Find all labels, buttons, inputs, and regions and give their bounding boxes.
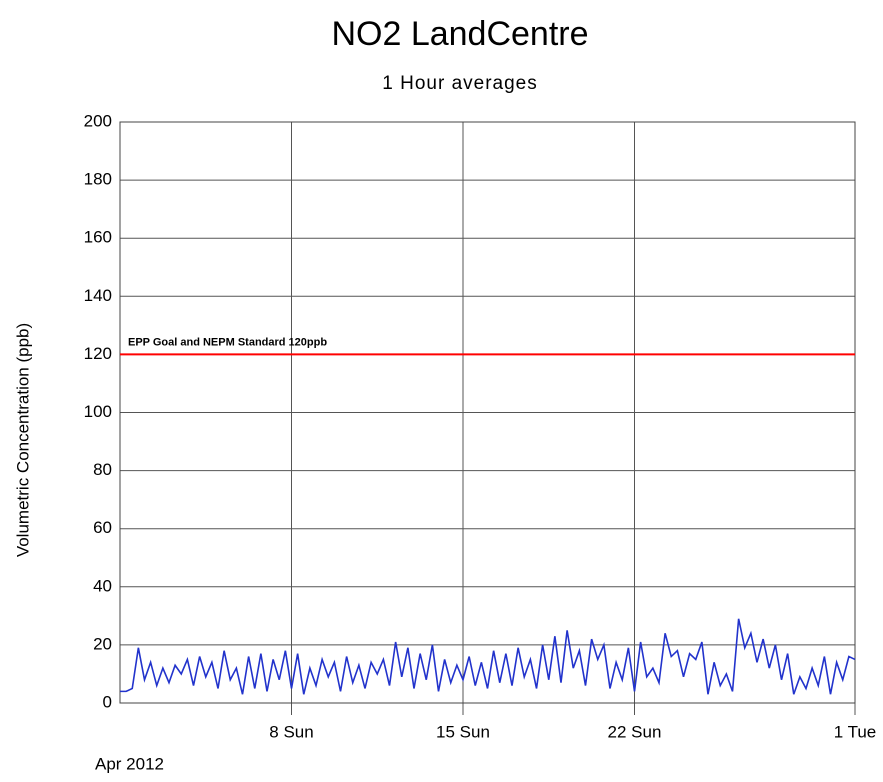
chart-subtitle: 1 Hour averages <box>382 73 537 94</box>
x-period-label: Apr 2012 <box>95 754 164 773</box>
x-tick-label: 8 Sun <box>269 722 313 741</box>
x-tick-label: 22 Sun <box>608 722 662 741</box>
y-tick-label: 120 <box>84 344 112 363</box>
y-tick-label: 20 <box>93 634 112 653</box>
reference-label: EPP Goal and NEPM Standard 120ppb <box>128 336 327 348</box>
y-tick-label: 160 <box>84 228 112 247</box>
data-line <box>120 618 856 695</box>
y-tick-label: 100 <box>84 402 112 421</box>
y-tick-label: 140 <box>84 286 112 305</box>
y-tick-label: 0 <box>103 692 112 711</box>
plot-frame <box>119 121 856 704</box>
chart-title: NO2 LandCentre <box>331 15 588 53</box>
y-tick-label: 40 <box>93 576 112 595</box>
y-tick-label: 200 <box>84 111 112 130</box>
x-tick-label: 15 Sun <box>436 722 490 741</box>
y-axis-label: Volumetric Concentration (ppb) <box>13 323 32 557</box>
x-tick-label: 1 Tue <box>834 722 877 741</box>
y-tick-label: 180 <box>84 170 112 189</box>
y-tick-label: 60 <box>93 518 112 537</box>
y-tick-label: 80 <box>93 460 112 479</box>
